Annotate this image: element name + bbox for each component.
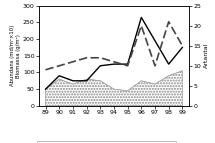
Y-axis label: Abundans (md/m²×10)
Biomassa (g/m²): Abundans (md/m²×10) Biomassa (g/m²)	[10, 25, 22, 86]
Y-axis label: Artantal: Artantal	[204, 43, 209, 68]
Legend: Biomassa, Abundans, Antal arter: Biomassa, Abundans, Antal arter	[37, 141, 176, 143]
